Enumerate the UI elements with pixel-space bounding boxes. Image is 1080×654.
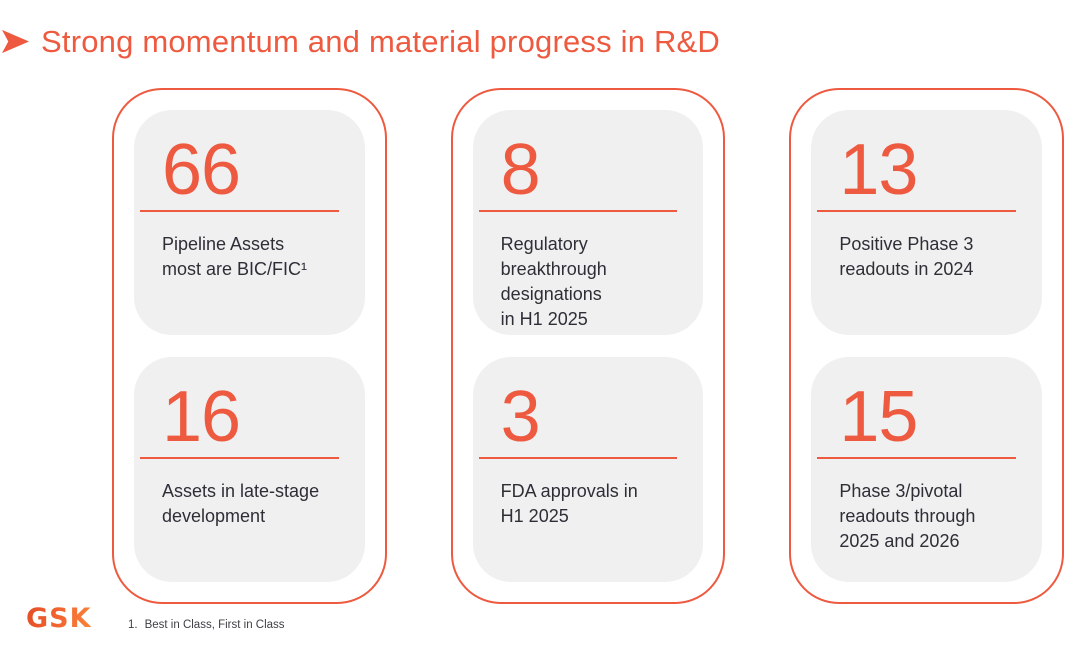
footnote-number: 1. bbox=[128, 619, 138, 631]
page-title: Strong momentum and material progress in… bbox=[41, 24, 721, 59]
stat-underline bbox=[140, 457, 339, 459]
stat-underline bbox=[478, 457, 678, 459]
stat-value: 66 bbox=[162, 130, 241, 210]
title-arrow-icon bbox=[2, 29, 29, 54]
stat-value: 13 bbox=[839, 130, 918, 210]
stat-column-pipeline: 66 Pipeline Assets most are BIC/FIC¹ 16 … bbox=[112, 88, 387, 604]
stat-underline bbox=[817, 457, 1017, 459]
stat-label: Regulatory breakthrough designations in … bbox=[500, 234, 607, 330]
footnote-text: Best in Class, First in Class bbox=[144, 619, 285, 631]
stat-label: Positive Phase 3 readouts in 2024 bbox=[839, 234, 974, 280]
stat-column-regulatory: 8 Regulatory breakthrough designations i… bbox=[450, 88, 726, 604]
stat-label: FDA approvals in H1 2025 bbox=[500, 481, 638, 527]
stat-card-fda-approvals: 3 FDA approvals in H1 2025 bbox=[472, 357, 704, 582]
stat-column-readouts: 13 Positive Phase 3 readouts in 2024 15 … bbox=[789, 88, 1065, 604]
stat-value: 16 bbox=[162, 377, 241, 457]
stat-underline bbox=[140, 210, 339, 212]
stat-card-pipeline-assets: 66 Pipeline Assets most are BIC/FIC¹ bbox=[134, 110, 365, 335]
stat-value: 8 bbox=[500, 130, 541, 210]
stat-label: Pipeline Assets most are BIC/FIC¹ bbox=[162, 234, 308, 280]
stat-card-phase3-readouts-2024: 13 Positive Phase 3 readouts in 2024 bbox=[811, 110, 1043, 335]
gsk-logo: GSK bbox=[26, 603, 92, 634]
stat-columns: 66 Pipeline Assets most are BIC/FIC¹ 16 … bbox=[112, 88, 1065, 604]
stat-value: 3 bbox=[500, 377, 541, 457]
stat-label: Phase 3/pivotal readouts through 2025 an… bbox=[839, 481, 976, 552]
footnote: 1. Best in Class, First in Class bbox=[128, 619, 285, 631]
stat-underline bbox=[817, 210, 1017, 212]
stat-underline bbox=[478, 210, 678, 212]
stat-card-breakthrough-designations: 8 Regulatory breakthrough designations i… bbox=[472, 110, 704, 335]
stat-card-late-stage-assets: 16 Assets in late-stage development bbox=[134, 357, 365, 582]
stat-label: Assets in late-stage development bbox=[162, 481, 320, 527]
stat-card-pivotal-readouts-2025-2026: 15 Phase 3/pivotal readouts through 2025… bbox=[811, 357, 1043, 582]
stat-value: 15 bbox=[839, 377, 918, 457]
